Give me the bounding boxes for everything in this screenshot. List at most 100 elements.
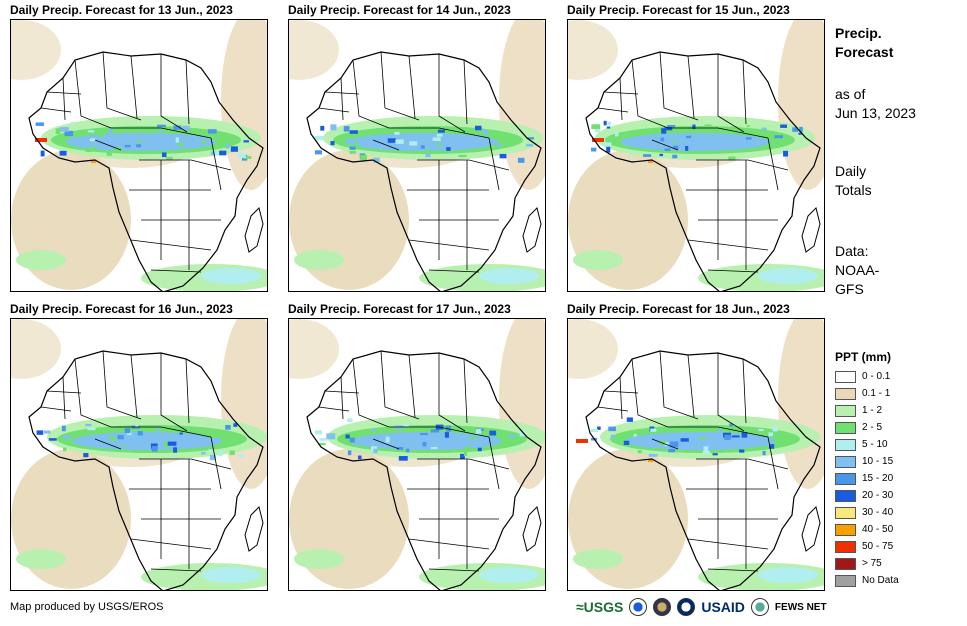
heavy-precip-cell (648, 160, 653, 163)
precip-cell (686, 135, 692, 139)
precip-cell (774, 135, 783, 139)
country-border (408, 239, 490, 251)
country-border (417, 159, 510, 171)
country-border (380, 350, 420, 420)
legend-item: 30 - 40 (835, 504, 899, 521)
asof-date: Jun 13, 2023 (835, 105, 916, 121)
precip-cell (385, 436, 390, 443)
country-border (380, 51, 420, 121)
country-border (46, 390, 82, 394)
precip-cell (71, 136, 75, 142)
precip-cell (387, 138, 397, 143)
precip-cell (768, 432, 773, 437)
legend-label: 2 - 5 (862, 422, 883, 433)
precip-cell (395, 139, 404, 144)
country-border (150, 269, 202, 273)
legend-label: 5 - 10 (862, 439, 888, 450)
light-rain-area (568, 20, 618, 80)
precip-cell (63, 447, 67, 452)
precip-cell (409, 141, 418, 146)
precip-cell (787, 139, 791, 143)
map-panel-5: Daily Precip. Forecast for 17 Jun., 2023 (288, 302, 546, 591)
precip-cell (444, 432, 449, 438)
precip-cell (89, 138, 96, 142)
light-rain-area (568, 150, 688, 290)
legend-label: 15 - 20 (862, 473, 894, 484)
precip-cell (755, 440, 762, 445)
precip-cell (739, 449, 745, 453)
legend-item: 50 - 75 (835, 538, 899, 555)
precip-cell (62, 435, 71, 439)
precip-cell (745, 137, 752, 140)
precip-cell (426, 136, 432, 139)
panel-title: Daily Precip. Forecast for 14 Jun., 2023 (288, 3, 511, 17)
totals-line: Daily (835, 163, 867, 179)
precip-cell (673, 140, 678, 143)
precip-cell (792, 127, 799, 132)
precip-cell (36, 430, 44, 435)
precip-cell (367, 438, 374, 442)
light-rain-area (778, 20, 824, 190)
light-rain-area (289, 449, 409, 589)
legend-label: No Data (862, 575, 899, 586)
precip-cell (446, 147, 451, 151)
precip-cell (137, 140, 142, 143)
precip-cell (395, 425, 403, 430)
precip-cell (633, 434, 637, 437)
light-rain-area (221, 20, 267, 190)
precip-cell (330, 124, 337, 131)
precip-cell (35, 122, 44, 126)
panel-title: Daily Precip. Forecast for 18 Jun., 2023 (567, 302, 790, 316)
light-rain-area (289, 20, 339, 80)
precip-cell (394, 131, 400, 135)
country-border (428, 269, 480, 273)
precip-map-5 (288, 318, 546, 591)
rain-area (294, 250, 344, 270)
precip-cell (208, 433, 216, 439)
precip-cell (243, 155, 252, 159)
light-rain-area (778, 319, 824, 489)
country-border (62, 77, 66, 121)
country-border (463, 59, 468, 125)
precip-cell (759, 439, 766, 445)
country-border (111, 426, 212, 438)
rain-area (16, 250, 66, 270)
country-border (130, 354, 138, 418)
rain-area (573, 549, 623, 569)
panel-title: Daily Precip. Forecast for 15 Jun., 2023 (567, 3, 790, 17)
sidebar-totals: Daily Totals (835, 162, 872, 200)
usgs-logo: ≈USGS (576, 599, 624, 615)
precip-cell (623, 440, 630, 446)
precip-cell (106, 151, 113, 156)
country-border (352, 59, 390, 129)
precip-cell (526, 143, 533, 147)
country-border (324, 91, 360, 95)
precip-cell (477, 447, 482, 452)
precip-cell (157, 130, 163, 133)
precip-cell (43, 430, 51, 434)
country-border (417, 458, 510, 470)
precip-cell (343, 126, 350, 132)
precip-cell (422, 441, 427, 447)
precip-cell (349, 146, 356, 150)
precip-cell (64, 130, 74, 137)
rain-area (201, 567, 261, 583)
precip-cell (225, 424, 231, 430)
country-border (74, 59, 112, 129)
precip-cell (157, 124, 166, 128)
precip-cell (85, 423, 92, 427)
precip-cell (597, 426, 601, 430)
precip-cell (712, 453, 718, 456)
legend-title: PPT (mm) (835, 350, 892, 364)
country-border (488, 137, 500, 191)
country-border (438, 54, 466, 133)
country-border (742, 59, 747, 125)
precip-cell (124, 144, 131, 148)
precip-cell (175, 137, 179, 143)
precip-cell (354, 442, 358, 447)
precip-cell (318, 443, 326, 446)
heavy-precip-cell (91, 160, 96, 163)
country-border (62, 376, 66, 420)
country-border (687, 538, 769, 550)
legend-label: 30 - 40 (862, 507, 894, 518)
